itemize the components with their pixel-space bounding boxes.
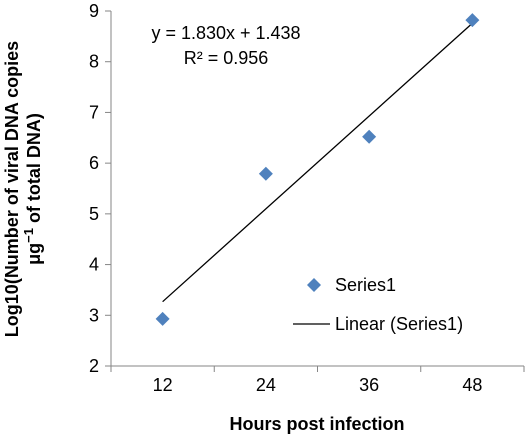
x-tick-label: 24 — [256, 375, 276, 395]
y-tick-label: 3 — [89, 305, 99, 325]
legend-series-marker — [307, 278, 321, 292]
x-tick-label: 12 — [153, 375, 173, 395]
y-axis-title-line1: Log10(Number of viral DNA copies — [2, 41, 22, 337]
equation-label: y = 1.830x + 1.438 — [151, 23, 300, 43]
tick-labels: 2 3 4 5 6 7 8 9 12 24 36 48 — [89, 1, 482, 395]
axes — [105, 10, 525, 372]
data-points — [155, 13, 480, 326]
y-tick-label: 9 — [89, 1, 99, 21]
legend-series-label: Series1 — [335, 275, 396, 295]
y-axis-title-suffix: of total DNA) — [24, 113, 44, 228]
trendline — [162, 22, 473, 303]
x-tick-label: 48 — [462, 375, 482, 395]
x-tick-label: 36 — [359, 375, 379, 395]
y-tick-label: 4 — [89, 255, 99, 275]
y-tick-label: 8 — [89, 52, 99, 72]
y-axis-title-unit: μg — [24, 243, 44, 265]
data-point — [362, 129, 377, 144]
y-axis-title: Log10(Number of viral DNA copies μg−1 of… — [2, 41, 44, 337]
y-tick-label: 5 — [89, 204, 99, 224]
y-tick-label: 7 — [89, 102, 99, 122]
r-squared-label: R² = 0.956 — [184, 48, 269, 68]
y-axis-title-line2: μg−1 of total DNA) — [21, 113, 44, 265]
y-axis-title-superscript: −1 — [21, 228, 36, 243]
y-tick-label: 6 — [89, 153, 99, 173]
trendline-layer — [162, 22, 473, 303]
y-tick-label: 2 — [89, 356, 99, 376]
data-point — [258, 166, 273, 181]
data-point — [465, 13, 480, 28]
x-axis-title: Hours post infection — [230, 414, 405, 434]
legend-trend-label: Linear (Series1) — [335, 314, 463, 334]
legend: Series1 Linear (Series1) — [293, 275, 463, 334]
data-point — [155, 311, 170, 326]
